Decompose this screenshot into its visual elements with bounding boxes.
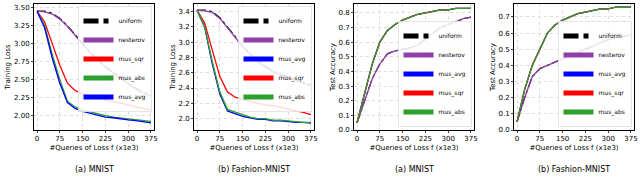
svg-text:uniform: uniform <box>119 17 142 24</box>
svg-text:mus_avg: mus_avg <box>279 55 306 63</box>
svg-text:(b) Fashion-MNIST: (b) Fashion-MNIST <box>538 165 610 174</box>
svg-text:Training Loss: Training Loss <box>4 44 12 91</box>
svg-text:75: 75 <box>375 135 384 143</box>
svg-text:mus_sqr: mus_sqr <box>599 89 625 97</box>
svg-text:75: 75 <box>215 135 224 143</box>
svg-text:75: 75 <box>55 135 64 143</box>
svg-text:300: 300 <box>441 135 454 143</box>
svg-text:mus_sqr: mus_sqr <box>439 89 465 97</box>
svg-text:#Queries of Loss f (x1e3): #Queries of Loss f (x1e3) <box>529 144 618 152</box>
svg-text:2.6: 2.6 <box>179 69 191 77</box>
svg-text:Test Accuracy: Test Accuracy <box>329 43 337 92</box>
svg-text:375: 375 <box>624 135 637 143</box>
svg-text:300: 300 <box>121 135 134 143</box>
svg-text:(a) MNIST: (a) MNIST <box>395 165 434 174</box>
svg-text:#Queries of Loss f (x1e3): #Queries of Loss f (x1e3) <box>49 144 138 152</box>
svg-text:225: 225 <box>579 135 592 143</box>
svg-text:0.7: 0.7 <box>339 24 350 32</box>
svg-text:0: 0 <box>35 135 39 143</box>
svg-text:nesterov: nesterov <box>279 36 306 43</box>
svg-text:225: 225 <box>99 135 112 143</box>
svg-text:225: 225 <box>419 135 432 143</box>
svg-text:uniform: uniform <box>279 17 302 24</box>
svg-text:(a) MNIST: (a) MNIST <box>75 165 114 174</box>
svg-text:uniform: uniform <box>599 32 622 39</box>
svg-text:0.8: 0.8 <box>339 9 350 17</box>
svg-text:0.1: 0.1 <box>339 112 350 120</box>
svg-text:0.0: 0.0 <box>499 126 510 134</box>
svg-text:nesterov: nesterov <box>439 51 466 58</box>
svg-text:uniform: uniform <box>439 32 462 39</box>
svg-text:2.4: 2.4 <box>179 84 191 92</box>
svg-text:0.2: 0.2 <box>339 97 350 105</box>
svg-text:3.50: 3.50 <box>14 4 30 12</box>
svg-text:mus_sqr: mus_sqr <box>119 55 145 63</box>
svg-text:3.2: 3.2 <box>179 23 190 31</box>
svg-text:0.0: 0.0 <box>339 126 350 134</box>
svg-text:0: 0 <box>515 135 519 143</box>
svg-text:0.2: 0.2 <box>499 94 510 102</box>
svg-text:3.25: 3.25 <box>14 22 30 30</box>
svg-text:150: 150 <box>236 135 249 143</box>
svg-text:2.0: 2.0 <box>179 115 190 123</box>
svg-text:0.7: 0.7 <box>499 13 510 21</box>
svg-text:0.4: 0.4 <box>499 62 511 70</box>
svg-text:mus_abs: mus_abs <box>599 108 625 116</box>
svg-text:mus_abs: mus_abs <box>279 93 305 101</box>
svg-text:3.0: 3.0 <box>179 39 190 47</box>
svg-text:150: 150 <box>556 135 569 143</box>
svg-text:#Queries of Loss f (x1e3): #Queries of Loss f (x1e3) <box>369 144 458 152</box>
svg-text:0.6: 0.6 <box>499 30 511 38</box>
svg-text:75: 75 <box>535 135 544 143</box>
svg-text:0: 0 <box>355 135 359 143</box>
svg-text:0.4: 0.4 <box>339 68 351 76</box>
svg-text:2.8: 2.8 <box>179 54 190 62</box>
svg-text:Training Loss: Training Loss <box>169 44 177 91</box>
svg-text:375: 375 <box>304 135 317 143</box>
svg-text:0: 0 <box>195 135 199 143</box>
svg-text:225: 225 <box>259 135 272 143</box>
svg-text:2.2: 2.2 <box>179 100 190 108</box>
svg-text:0.5: 0.5 <box>339 53 350 61</box>
svg-text:nesterov: nesterov <box>599 51 626 58</box>
svg-text:3.4: 3.4 <box>179 8 191 16</box>
svg-text:#Queries of Loss f (x1e3): #Queries of Loss f (x1e3) <box>209 144 298 152</box>
svg-text:0.6: 0.6 <box>339 39 351 47</box>
svg-text:mus_avg: mus_avg <box>119 93 146 101</box>
svg-text:0.3: 0.3 <box>339 83 350 91</box>
svg-text:Test Accuracy: Test Accuracy <box>489 43 497 92</box>
svg-text:2.75: 2.75 <box>14 58 30 66</box>
svg-text:150: 150 <box>76 135 89 143</box>
svg-text:2.00: 2.00 <box>14 112 30 120</box>
svg-text:3.00: 3.00 <box>14 40 30 48</box>
svg-text:mus_avg: mus_avg <box>439 70 466 78</box>
svg-text:375: 375 <box>464 135 477 143</box>
svg-text:2.25: 2.25 <box>14 94 30 102</box>
svg-text:2.50: 2.50 <box>14 76 30 84</box>
svg-text:375: 375 <box>144 135 157 143</box>
svg-text:mus_avg: mus_avg <box>599 70 626 78</box>
svg-text:(b) Fashion-MNIST: (b) Fashion-MNIST <box>218 165 290 174</box>
svg-text:mus_abs: mus_abs <box>439 108 465 116</box>
svg-text:150: 150 <box>396 135 409 143</box>
svg-text:mus_sqr: mus_sqr <box>279 74 305 82</box>
svg-text:0.5: 0.5 <box>499 46 510 54</box>
svg-text:nesterov: nesterov <box>119 36 146 43</box>
svg-text:0.1: 0.1 <box>499 110 510 118</box>
svg-text:mus_abs: mus_abs <box>119 74 145 82</box>
svg-text:0.3: 0.3 <box>499 78 510 86</box>
svg-text:300: 300 <box>281 135 294 143</box>
svg-text:300: 300 <box>601 135 614 143</box>
